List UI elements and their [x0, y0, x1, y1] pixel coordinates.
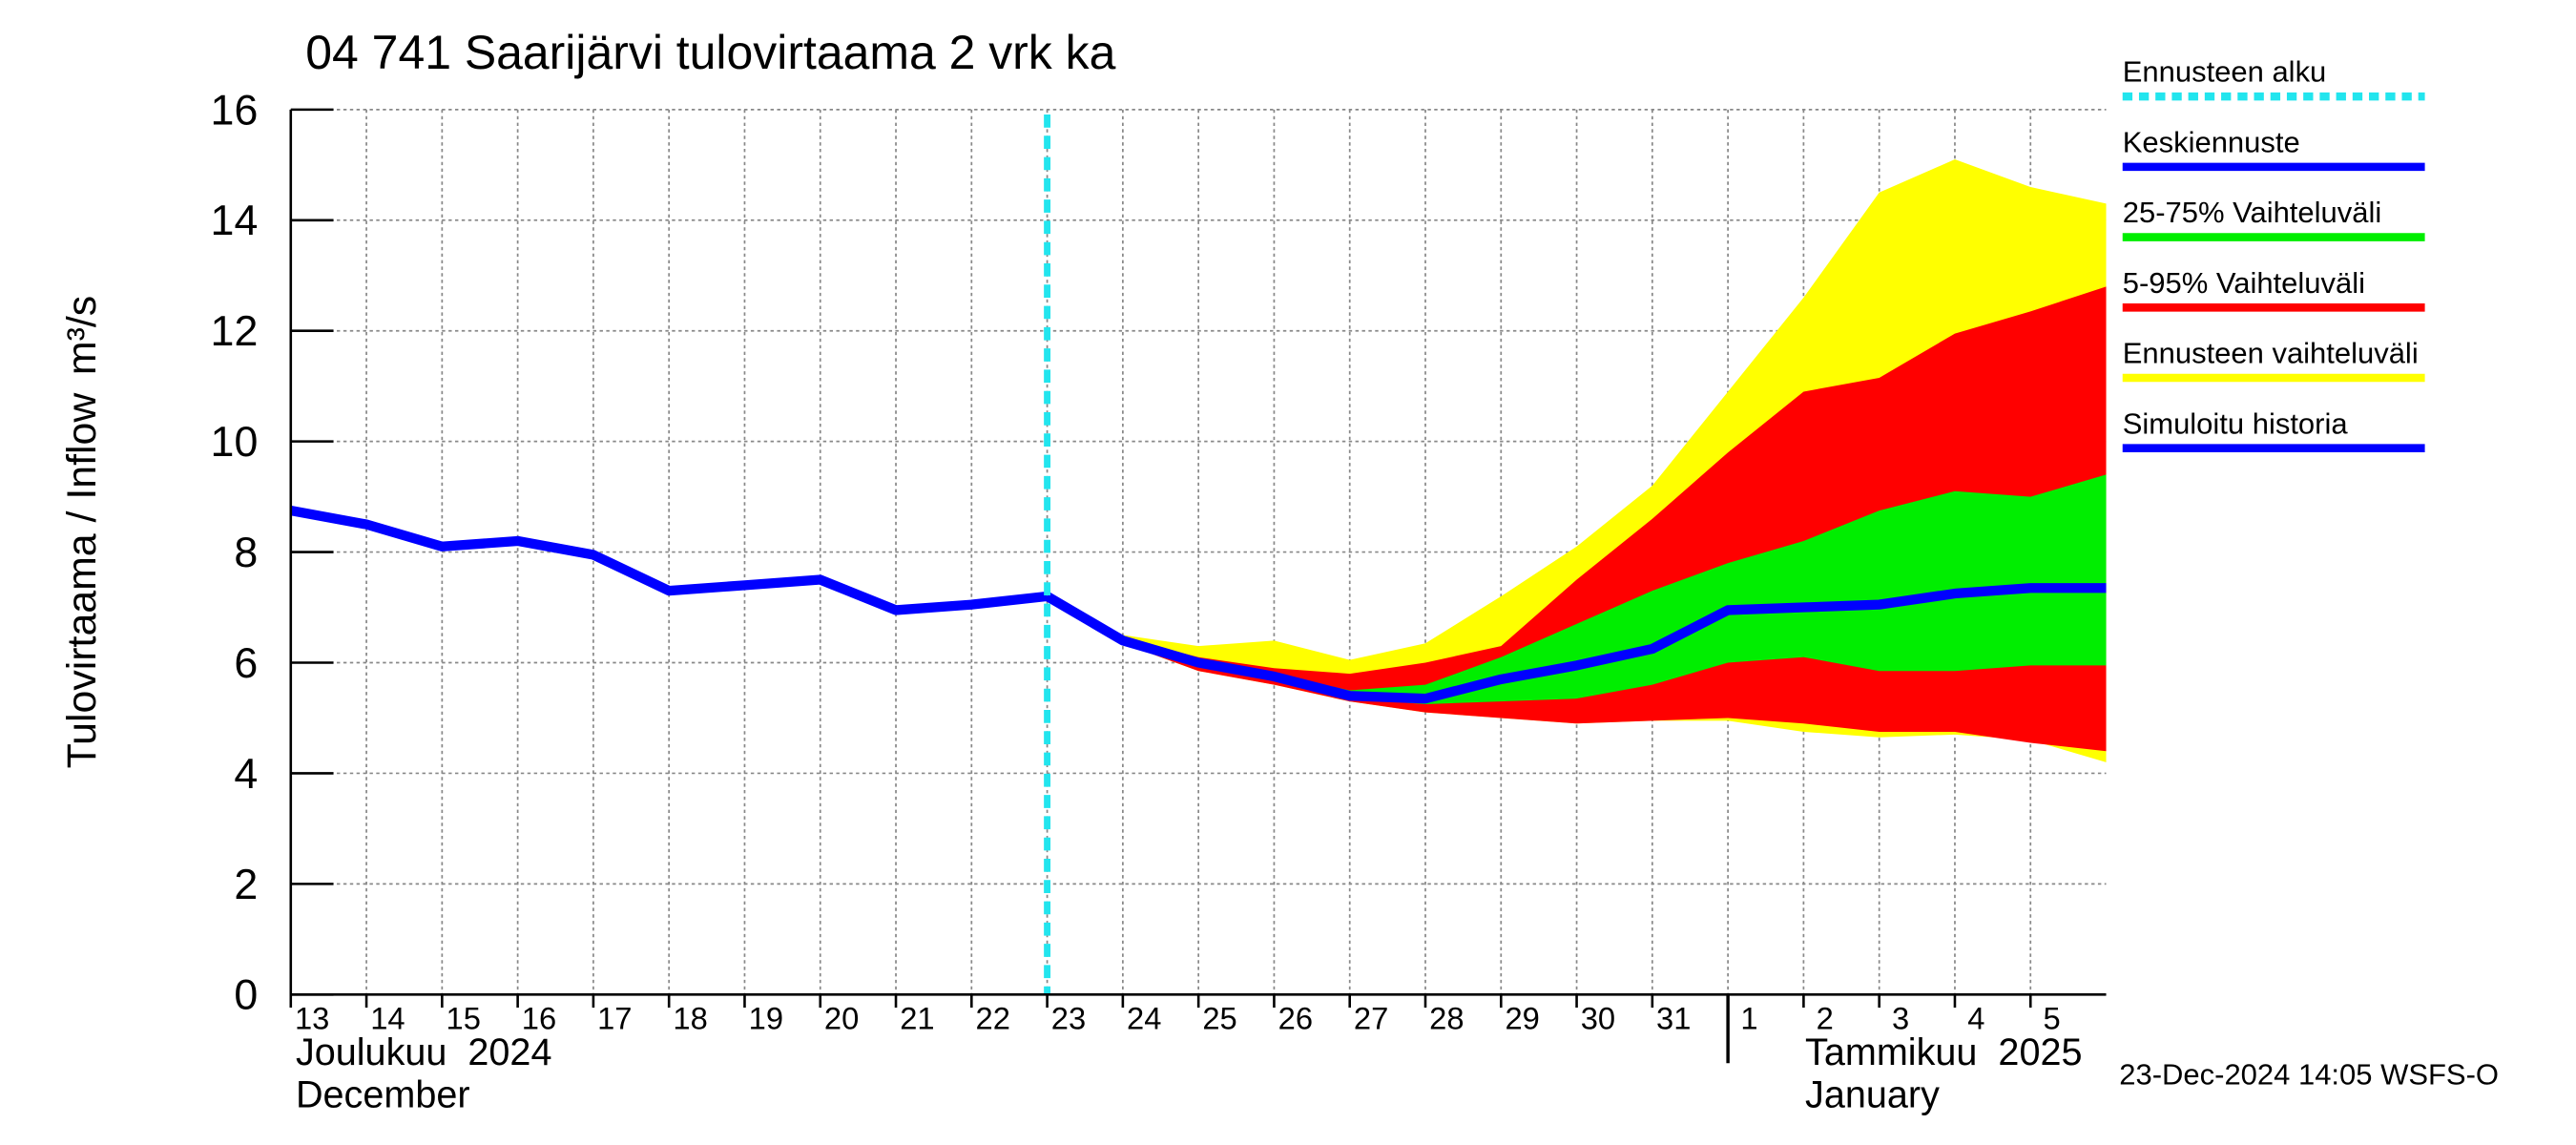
y-tick-label: 10	[211, 419, 259, 466]
x-tick-label: 28	[1429, 1000, 1464, 1035]
y-tick-label: 4	[234, 751, 258, 798]
y-axis-unit: m³/s	[59, 296, 105, 375]
x-tick-label: 15	[447, 1000, 481, 1035]
x-tick-label: 5	[2044, 1000, 2061, 1035]
y-tick-label: 6	[234, 640, 258, 687]
legend-label: 25-75% Vaihteluväli	[2123, 196, 2381, 229]
legend-label: Simuloitu historia	[2123, 406, 2349, 440]
x-tick-label: 18	[673, 1000, 707, 1035]
x-tick-label: 14	[370, 1000, 405, 1035]
y-tick-label: 12	[211, 308, 259, 355]
series-line	[289, 506, 1049, 615]
x-tick-label: 19	[749, 1000, 783, 1035]
footer: 23-Dec-2024 14:05 WSFS-O	[2119, 1058, 2499, 1092]
y-tick-label: 16	[211, 87, 259, 134]
x-tick-label: 25	[1202, 1000, 1236, 1035]
x-tick-label: 27	[1354, 1000, 1388, 1035]
x-tick-label: 1	[1740, 1000, 1757, 1035]
legend-label: Keskiennuste	[2123, 125, 2300, 158]
y-tick-label: 8	[234, 530, 258, 576]
series-line	[1044, 583, 2107, 704]
y-tick-label: 0	[234, 972, 258, 1019]
legend-label: 5-95% Vaihteluväli	[2123, 266, 2365, 300]
month-label: January	[1805, 1074, 1940, 1116]
x-tick-label: 4	[1967, 1000, 1984, 1035]
month-label: December	[296, 1074, 470, 1116]
chart-title: 04 741 Saarijärvi tulovirtaama 2 vrk ka	[305, 26, 1115, 79]
month-label: Tammikuu 2025	[1805, 1031, 2082, 1073]
y-axis-label: Tulovirtaama / Inflow	[59, 392, 105, 769]
x-tick-label: 20	[824, 1000, 859, 1035]
legend-label: Ennusteen vaihteluväli	[2123, 337, 2419, 370]
y-tick-label: 14	[211, 198, 259, 244]
x-tick-label: 31	[1656, 1000, 1691, 1035]
x-tick-label: 13	[295, 1000, 329, 1035]
x-tick-label: 17	[597, 1000, 632, 1035]
x-tick-label: 3	[1892, 1000, 1909, 1035]
x-tick-label: 2	[1817, 1000, 1834, 1035]
y-tick-label: 2	[234, 862, 258, 908]
axis-frame	[289, 109, 2107, 996]
legend-label: Ennusteen alku	[2123, 55, 2327, 89]
x-tick-label: 16	[522, 1000, 556, 1035]
x-tick-label: 23	[1051, 1000, 1086, 1035]
x-tick-label: 30	[1581, 1000, 1615, 1035]
band-area	[1047, 474, 2107, 704]
x-tick-label: 29	[1505, 1000, 1539, 1035]
x-tick-label: 22	[976, 1000, 1010, 1035]
x-tick-label: 21	[900, 1000, 934, 1035]
x-tick-label: 26	[1278, 1000, 1313, 1035]
month-label: Joulukuu 2024	[296, 1031, 552, 1073]
x-tick-label: 24	[1127, 1000, 1161, 1035]
